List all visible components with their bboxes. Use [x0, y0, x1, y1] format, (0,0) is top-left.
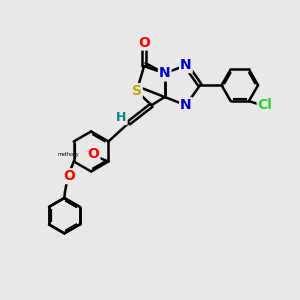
Text: N: N — [180, 98, 192, 112]
Text: H: H — [116, 111, 127, 124]
Text: O: O — [63, 169, 75, 183]
Text: N: N — [159, 66, 170, 80]
Text: S: S — [132, 84, 142, 98]
Text: Cl: Cl — [258, 98, 273, 112]
Text: N: N — [180, 58, 192, 72]
Text: O: O — [88, 147, 99, 161]
Text: methoxy: methoxy — [57, 152, 79, 157]
Text: O: O — [138, 35, 150, 50]
